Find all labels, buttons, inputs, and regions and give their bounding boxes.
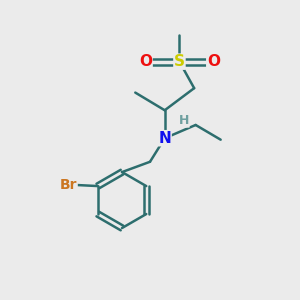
Text: Br: Br (60, 178, 77, 192)
Text: O: O (207, 54, 220, 69)
Text: O: O (139, 54, 152, 69)
Text: H: H (179, 114, 189, 127)
Text: S: S (174, 54, 185, 69)
Text: N: N (158, 131, 171, 146)
